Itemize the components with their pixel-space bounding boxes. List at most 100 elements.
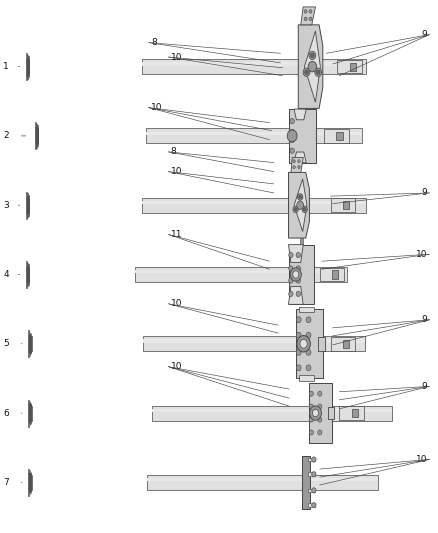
- Circle shape: [296, 350, 301, 356]
- Text: 10: 10: [171, 362, 182, 371]
- Circle shape: [306, 317, 311, 323]
- Text: 11: 11: [171, 230, 182, 239]
- Bar: [331, 337, 355, 351]
- Polygon shape: [289, 286, 303, 304]
- Circle shape: [309, 430, 313, 435]
- Circle shape: [296, 317, 301, 323]
- Text: 10: 10: [416, 455, 427, 464]
- Circle shape: [290, 148, 294, 154]
- Bar: [336, 132, 343, 140]
- Circle shape: [296, 365, 301, 371]
- Text: 9: 9: [421, 382, 427, 391]
- Text: 8: 8: [151, 38, 157, 47]
- Bar: [308, 503, 315, 507]
- Bar: [28, 469, 29, 496]
- Circle shape: [289, 253, 293, 258]
- Circle shape: [310, 406, 321, 420]
- Circle shape: [316, 70, 320, 75]
- Circle shape: [312, 457, 316, 462]
- Bar: [28, 195, 29, 216]
- Bar: [143, 340, 365, 343]
- Bar: [135, 270, 347, 273]
- Bar: [27, 265, 28, 284]
- Bar: [147, 478, 378, 481]
- Circle shape: [302, 206, 307, 213]
- Bar: [147, 475, 378, 490]
- Circle shape: [293, 206, 298, 213]
- Bar: [27, 57, 28, 76]
- Text: 7: 7: [3, 478, 9, 487]
- Bar: [36, 124, 37, 148]
- Circle shape: [296, 253, 300, 258]
- Circle shape: [306, 350, 311, 356]
- Bar: [352, 409, 358, 417]
- Circle shape: [294, 208, 297, 211]
- Bar: [143, 336, 365, 351]
- Bar: [152, 409, 392, 412]
- Circle shape: [305, 70, 308, 75]
- Bar: [35, 126, 36, 146]
- Bar: [331, 198, 355, 212]
- Circle shape: [318, 430, 322, 435]
- Circle shape: [287, 130, 297, 142]
- Circle shape: [318, 391, 322, 396]
- Circle shape: [289, 291, 293, 296]
- Text: 3: 3: [3, 201, 9, 209]
- Text: 1: 1: [3, 62, 9, 71]
- Circle shape: [297, 201, 304, 209]
- Circle shape: [290, 129, 294, 134]
- Bar: [27, 196, 28, 215]
- Circle shape: [318, 404, 322, 409]
- Polygon shape: [291, 157, 303, 172]
- Bar: [350, 62, 356, 71]
- Bar: [324, 129, 349, 143]
- Bar: [337, 60, 362, 74]
- Polygon shape: [294, 179, 307, 231]
- Polygon shape: [289, 245, 303, 263]
- Circle shape: [290, 268, 301, 281]
- Circle shape: [293, 160, 295, 163]
- Circle shape: [304, 17, 307, 21]
- Circle shape: [290, 138, 294, 143]
- Bar: [332, 270, 338, 279]
- Polygon shape: [304, 31, 320, 102]
- Bar: [146, 128, 362, 143]
- Circle shape: [296, 266, 300, 271]
- Circle shape: [300, 340, 307, 348]
- Bar: [146, 132, 362, 135]
- Bar: [308, 458, 315, 462]
- Text: 9: 9: [421, 30, 427, 39]
- Circle shape: [318, 417, 322, 422]
- Bar: [135, 267, 347, 282]
- Polygon shape: [301, 7, 315, 25]
- Circle shape: [312, 488, 316, 493]
- Circle shape: [309, 10, 312, 13]
- Bar: [28, 264, 29, 285]
- Polygon shape: [294, 109, 306, 120]
- Bar: [320, 268, 344, 281]
- Circle shape: [309, 17, 312, 21]
- Circle shape: [306, 365, 311, 371]
- Circle shape: [299, 195, 301, 199]
- Bar: [299, 307, 314, 312]
- Bar: [302, 456, 310, 509]
- Bar: [26, 192, 27, 219]
- Circle shape: [293, 166, 295, 168]
- Bar: [289, 109, 316, 163]
- Circle shape: [309, 391, 313, 396]
- Text: 9: 9: [421, 189, 427, 197]
- Circle shape: [315, 68, 321, 76]
- Text: 2: 2: [3, 132, 9, 140]
- Text: 10: 10: [416, 250, 427, 259]
- Bar: [26, 53, 27, 80]
- Circle shape: [298, 166, 300, 168]
- Bar: [309, 383, 332, 443]
- Bar: [142, 62, 366, 66]
- Bar: [29, 334, 30, 353]
- Bar: [26, 261, 27, 288]
- Text: 10: 10: [151, 103, 162, 112]
- Circle shape: [297, 336, 311, 352]
- Circle shape: [306, 332, 311, 338]
- Circle shape: [289, 278, 293, 283]
- Polygon shape: [294, 152, 306, 163]
